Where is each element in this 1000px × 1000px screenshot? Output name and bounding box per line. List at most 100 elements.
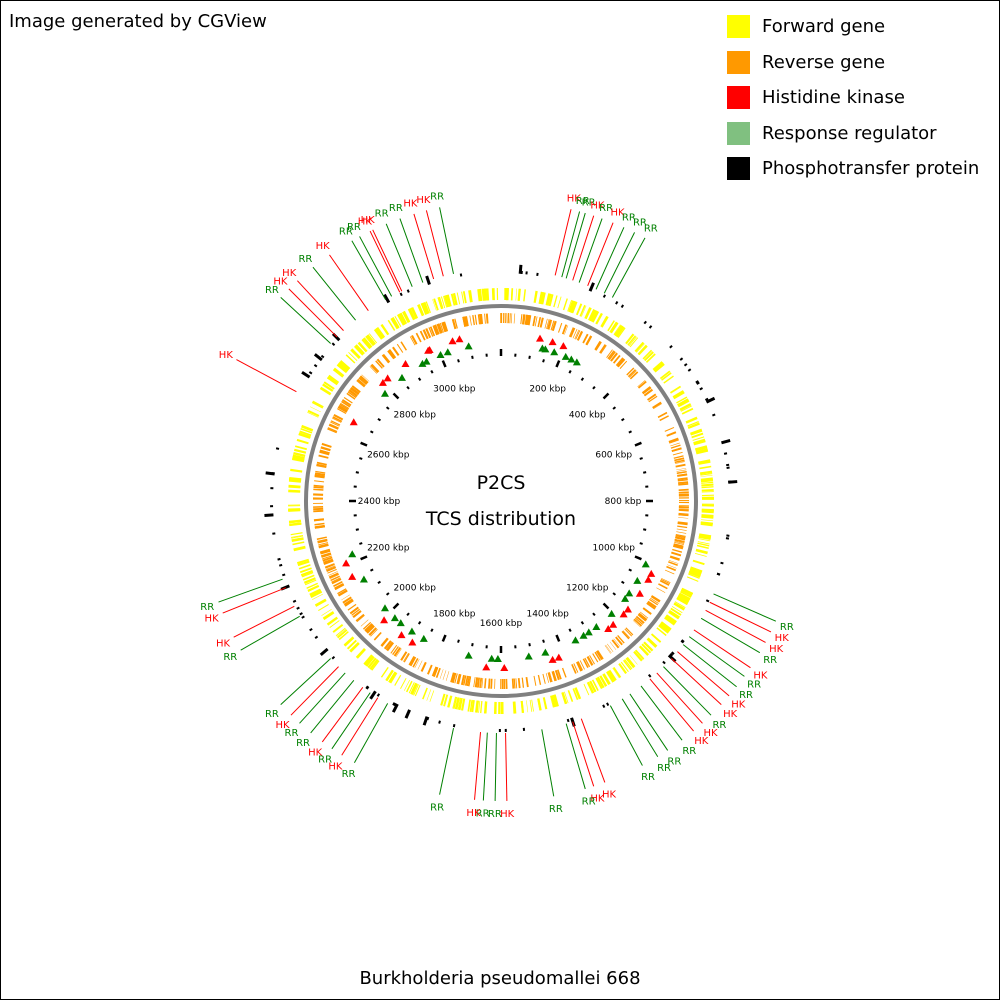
forward-gene (350, 349, 360, 359)
feature-callout-line (572, 215, 595, 281)
reverse-gene (637, 380, 647, 389)
feature-label: HK (308, 748, 323, 759)
histidine-kinase-marker (401, 359, 410, 367)
feature-label: RR (667, 756, 681, 767)
response-regulator-marker (621, 594, 630, 602)
reverse-gene (658, 583, 668, 590)
feature-label: RR (389, 203, 403, 214)
reverse-gene (649, 598, 659, 606)
phosphotransfer-mark (331, 342, 336, 346)
feature-label: HK (282, 268, 297, 279)
forward-gene (599, 675, 608, 687)
feature-callout-line (482, 732, 488, 801)
scale-label: 2000 kbp (394, 583, 437, 593)
scale-tick (621, 417, 625, 422)
forward-gene (575, 303, 583, 316)
scale-tick (639, 542, 643, 545)
reverse-gene (595, 650, 603, 661)
feature-label: RR (488, 809, 502, 820)
forward-gene (297, 560, 310, 567)
phosphotransfer-mark (309, 627, 313, 632)
feature-label: RR (622, 212, 636, 223)
forward-gene (607, 320, 615, 332)
forward-gene (620, 661, 629, 673)
forward-gene (695, 548, 708, 555)
forward-gene (348, 352, 358, 361)
feature-callout-line (565, 212, 586, 279)
reverse-gene (343, 396, 353, 404)
feature-label: RR (747, 679, 761, 690)
reverse-gene (352, 610, 362, 618)
feature-callout-line (713, 593, 777, 622)
phosphotransfer-mark (393, 702, 397, 707)
feature-callout-line (580, 718, 606, 783)
forward-gene (659, 370, 671, 380)
feature-label: HK (753, 670, 768, 681)
reverse-gene (547, 672, 553, 683)
reverse-gene (419, 330, 426, 341)
feature-callout-line (240, 615, 300, 651)
scale-label: 800 kbp (605, 497, 642, 507)
feature-label: HK (775, 633, 790, 644)
phosphotransfer-mark (331, 332, 341, 342)
reverse-gene (668, 561, 678, 566)
phosphotransfer-mark (696, 381, 700, 385)
reverse-gene (338, 404, 349, 412)
feature-callout-line (372, 229, 403, 292)
phosphotransfer-mark (662, 660, 666, 665)
reverse-gene (666, 565, 677, 572)
reverse-gene (582, 333, 589, 344)
feature-label: RR (223, 652, 237, 663)
feature-callout-line (439, 207, 454, 275)
histidine-kinase-marker (378, 378, 387, 386)
reverse-gene (362, 621, 372, 630)
phosphotransfer-mark (292, 599, 297, 603)
forward-gene (371, 660, 380, 671)
feature-label: RR (644, 223, 658, 234)
forward-gene (633, 650, 643, 662)
reverse-gene (671, 447, 682, 452)
feature-callout-line (222, 587, 286, 614)
reverse-gene (595, 341, 602, 351)
feature-label: HK (723, 709, 738, 720)
forward-gene (693, 438, 706, 445)
scale-label: 2200 kbp (367, 544, 410, 554)
reverse-gene (615, 636, 623, 646)
phosphotransfer-protein-swatch (727, 157, 750, 181)
response-regulator-marker (541, 648, 550, 656)
scale-label: 1200 kbp (566, 583, 609, 593)
phosphotransfer-mark (452, 723, 456, 728)
reverse-gene (359, 375, 369, 384)
scale-tick (441, 360, 447, 368)
scale-tick (592, 385, 596, 390)
forward-gene (625, 657, 635, 669)
response-regulator-marker (380, 389, 389, 397)
phosphotransfer-mark (301, 615, 305, 619)
forward-gene (645, 353, 656, 363)
scale-tick (628, 568, 632, 572)
feature-callout-line (595, 227, 625, 290)
reverse-gene (582, 658, 589, 669)
scale-tick (377, 580, 381, 585)
forward-gene (695, 445, 708, 452)
reverse-gene (348, 390, 358, 397)
reverse-gene (594, 651, 601, 662)
feature-callout-line (603, 232, 636, 294)
phosphotransfer-mark (680, 639, 685, 644)
phosphotransfer-mark (669, 345, 673, 349)
scale-tick (430, 628, 434, 632)
response-regulator-marker (641, 560, 650, 568)
feature-label: HK (500, 809, 515, 820)
phosphotransfer-mark (365, 685, 369, 690)
reverse-gene (375, 360, 383, 369)
scale-tick (634, 555, 642, 561)
reverse-gene (608, 351, 616, 361)
forward-gene (422, 301, 430, 314)
reverse-gene (673, 543, 684, 548)
scale-tick (628, 430, 632, 434)
reverse-gene (385, 641, 393, 651)
forward-gene (614, 325, 624, 337)
histidine-kinase-marker (635, 589, 644, 597)
forward-gene (363, 654, 374, 666)
forward-gene (569, 300, 577, 313)
